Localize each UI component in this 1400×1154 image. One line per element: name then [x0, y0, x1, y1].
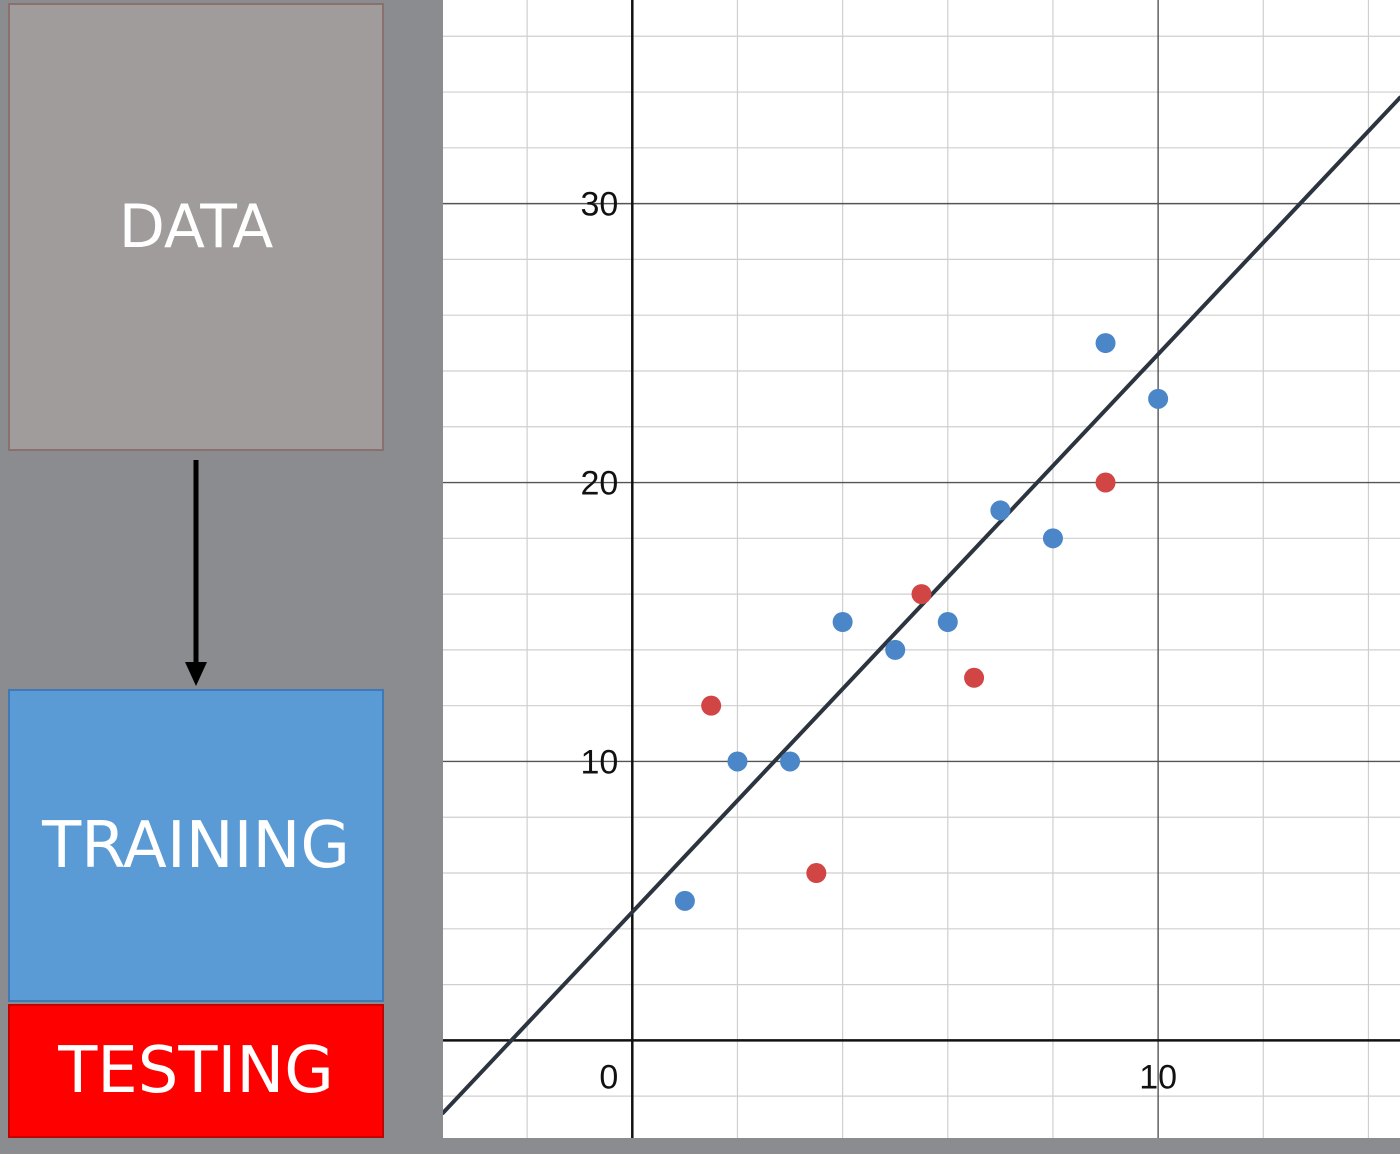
x-tick-label: 0 — [599, 1058, 618, 1096]
training-point — [1042, 528, 1063, 549]
major-grid — [443, 0, 1400, 1138]
data-box: DATA — [8, 3, 384, 451]
plot-background — [443, 0, 1400, 1138]
training-point — [780, 751, 801, 772]
down-arrow-icon — [185, 460, 207, 686]
training-label: TRAINING — [42, 808, 350, 883]
training-point — [990, 500, 1011, 521]
tick-labels: 10 20 30 0 10 — [580, 186, 1177, 1097]
testing-point — [701, 695, 722, 716]
testing-box: TESTING — [8, 1004, 384, 1138]
training-point — [674, 890, 695, 911]
fit-line — [443, 95, 1400, 1115]
data-label: DATA — [118, 192, 274, 262]
training-point — [937, 611, 958, 632]
training-point — [727, 751, 748, 772]
training-point — [1095, 333, 1116, 354]
y-tick-label: 30 — [580, 186, 618, 224]
testing-point — [1095, 472, 1116, 493]
x-tick-label: 10 — [1139, 1058, 1177, 1096]
training-box: TRAINING — [8, 689, 384, 1002]
testing-point — [806, 863, 827, 884]
training-point — [1148, 388, 1169, 409]
y-tick-label: 20 — [580, 465, 618, 503]
testing-point — [911, 584, 932, 605]
scatter-plot: 10 20 30 0 10 — [443, 0, 1400, 1138]
training-point — [832, 611, 853, 632]
fit-line-group — [443, 95, 1400, 1115]
testing-point — [964, 667, 985, 688]
training-point — [885, 639, 906, 660]
testing-label: TESTING — [58, 1034, 334, 1108]
axes — [443, 0, 1400, 1138]
minor-grid — [443, 0, 1400, 1138]
y-tick-label: 10 — [580, 743, 618, 781]
points-group — [674, 333, 1169, 911]
